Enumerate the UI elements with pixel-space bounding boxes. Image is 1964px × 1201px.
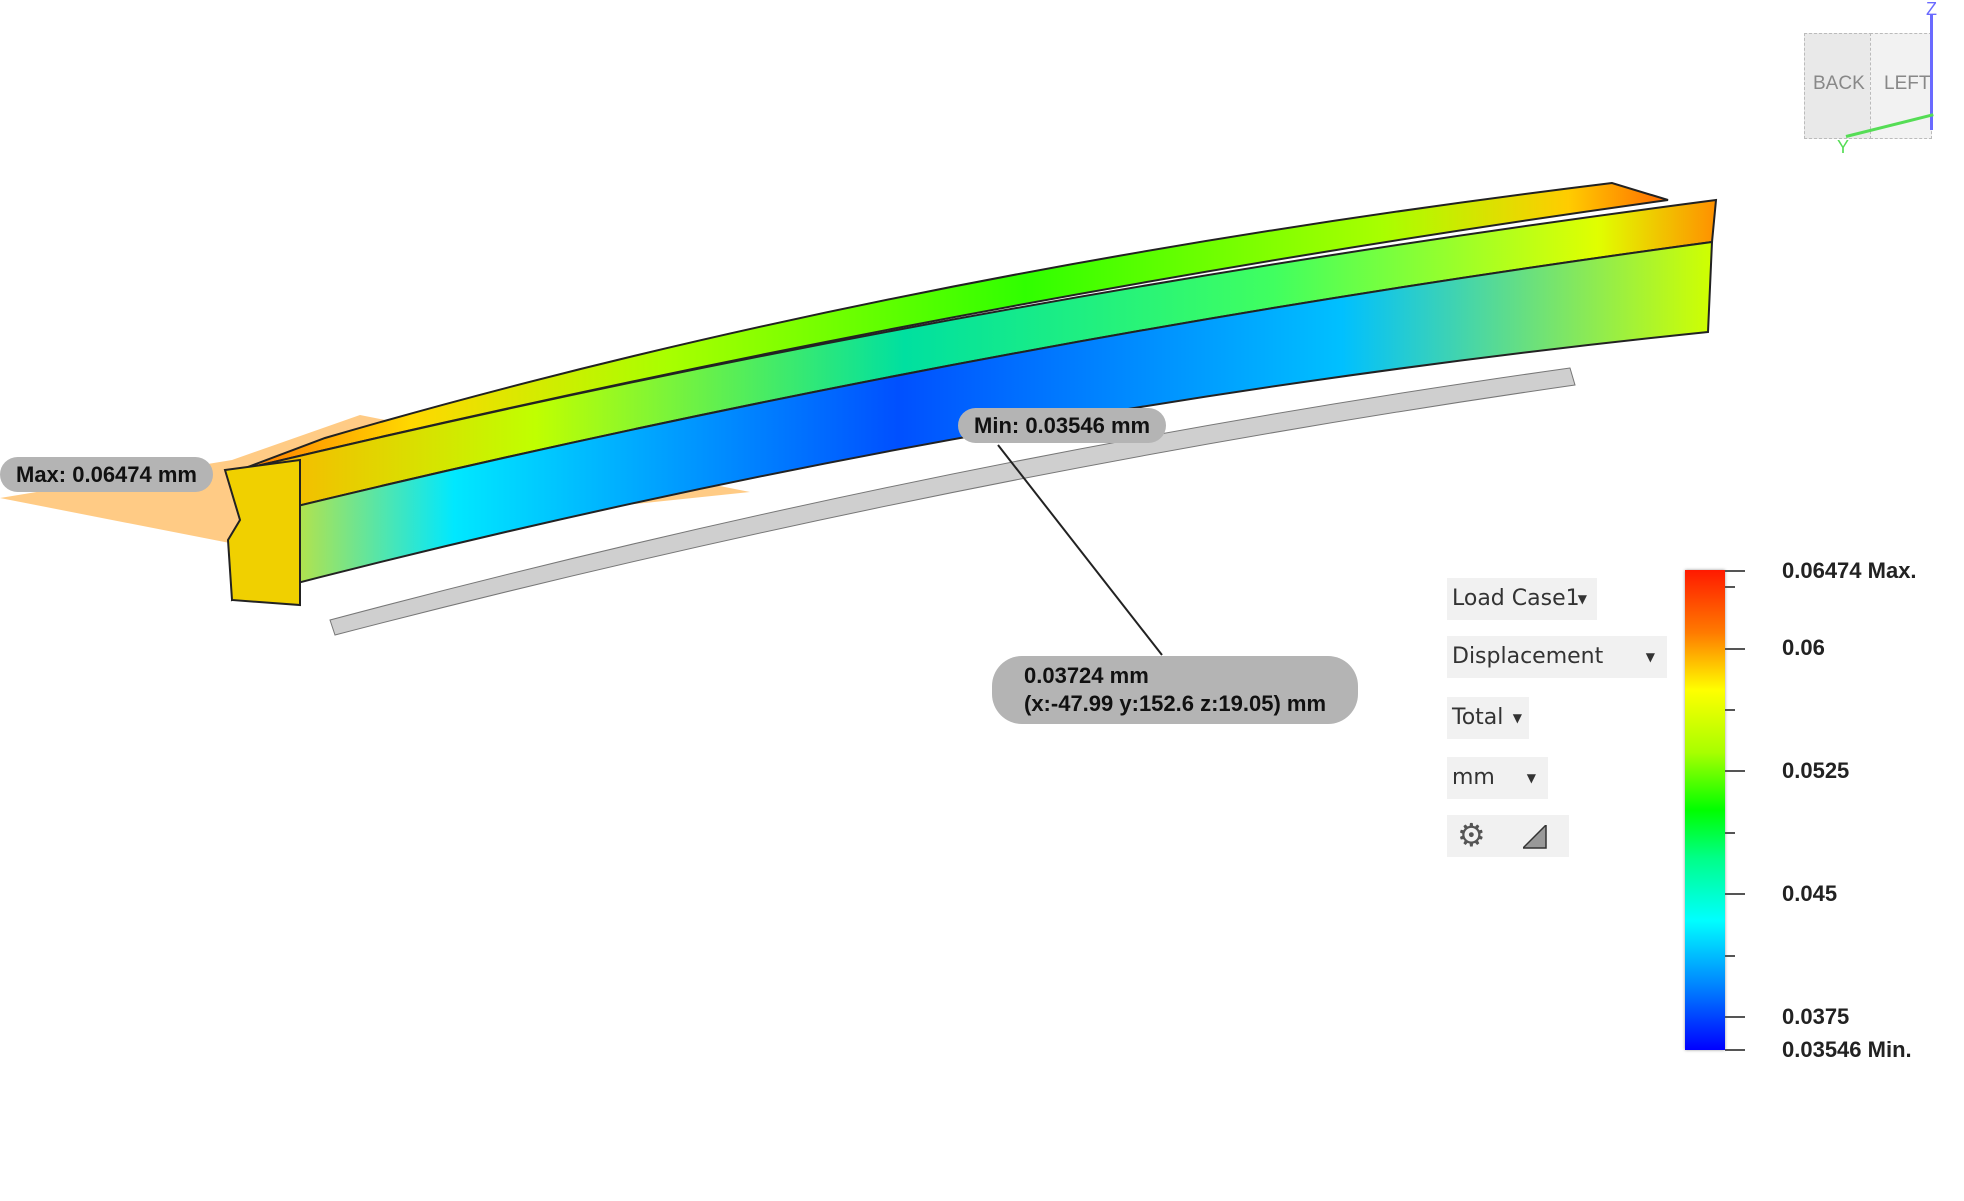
result-type-dropdown[interactable]: Displacement ▼ [1447,636,1667,678]
chevron-down-icon: ▼ [1512,711,1522,725]
legend-label-min: 0.03546 Min. [1782,1037,1912,1062]
max-callout: Max: 0.06474 mm [0,457,213,492]
load-case-dropdown[interactable]: Load Case1 ▼ [1447,578,1597,620]
probe-leader-line [997,444,1163,656]
probe-value: 0.03724 mm [1024,663,1149,688]
legend-label: 0.045 [1782,881,1838,906]
y-axis-label: Y [1837,137,1850,157]
legend-tick [1725,709,1735,711]
z-axis-line [1930,15,1933,130]
probe-callout[interactable]: 0.03724 mm (x:-47.99 y:152.6 z:19.05) mm [992,656,1359,724]
beam-shadow-part [329,367,1576,636]
legend-tick [1725,893,1745,895]
probe-coords: (x:-47.99 y:152.6 z:19.05) mm [1024,691,1327,716]
legend-tick [1725,586,1735,588]
load-case-label: Load Case1 [1452,586,1580,611]
legend-label: 0.0375 [1782,1004,1850,1029]
triangle-scale-icon[interactable] [1523,825,1547,849]
legend-tick [1725,770,1745,772]
units-dropdown[interactable]: mm ▼ [1447,757,1548,799]
beam-end-profile [223,458,301,607]
result-type-label: Displacement [1452,644,1604,669]
viewcube-back-face[interactable]: BACK [1813,73,1865,94]
units-label: mm [1452,765,1495,790]
chevron-down-icon: ▼ [1526,771,1536,785]
legend-tick [1725,1049,1745,1051]
min-callout: Min: 0.03546 mm [958,408,1167,443]
legend-tick [1725,832,1735,834]
component-dropdown[interactable]: Total ▼ [1447,697,1529,739]
chevron-down-icon: ▼ [1645,650,1655,664]
legend-label: 0.06 [1782,635,1825,660]
legend-label: 0.0525 [1782,758,1850,783]
legend-tick [1725,955,1735,957]
legend-tools: ⚙ [1447,815,1569,857]
chevron-down-icon: ▼ [1577,592,1587,606]
gear-icon[interactable]: ⚙ [1457,816,1486,854]
component-label: Total [1452,705,1504,730]
legend-label-max: 0.06474 Max. [1782,558,1917,583]
legend-tick [1725,648,1745,650]
z-axis-label: Z [1926,0,1937,19]
view-cube[interactable]: BACK LEFT Z Y [1800,0,1940,157]
color-scale-bar [1685,570,1725,1050]
legend-tick [1725,1016,1745,1018]
legend-tick [1725,570,1745,572]
viewcube-left-face[interactable]: LEFT [1884,73,1931,94]
